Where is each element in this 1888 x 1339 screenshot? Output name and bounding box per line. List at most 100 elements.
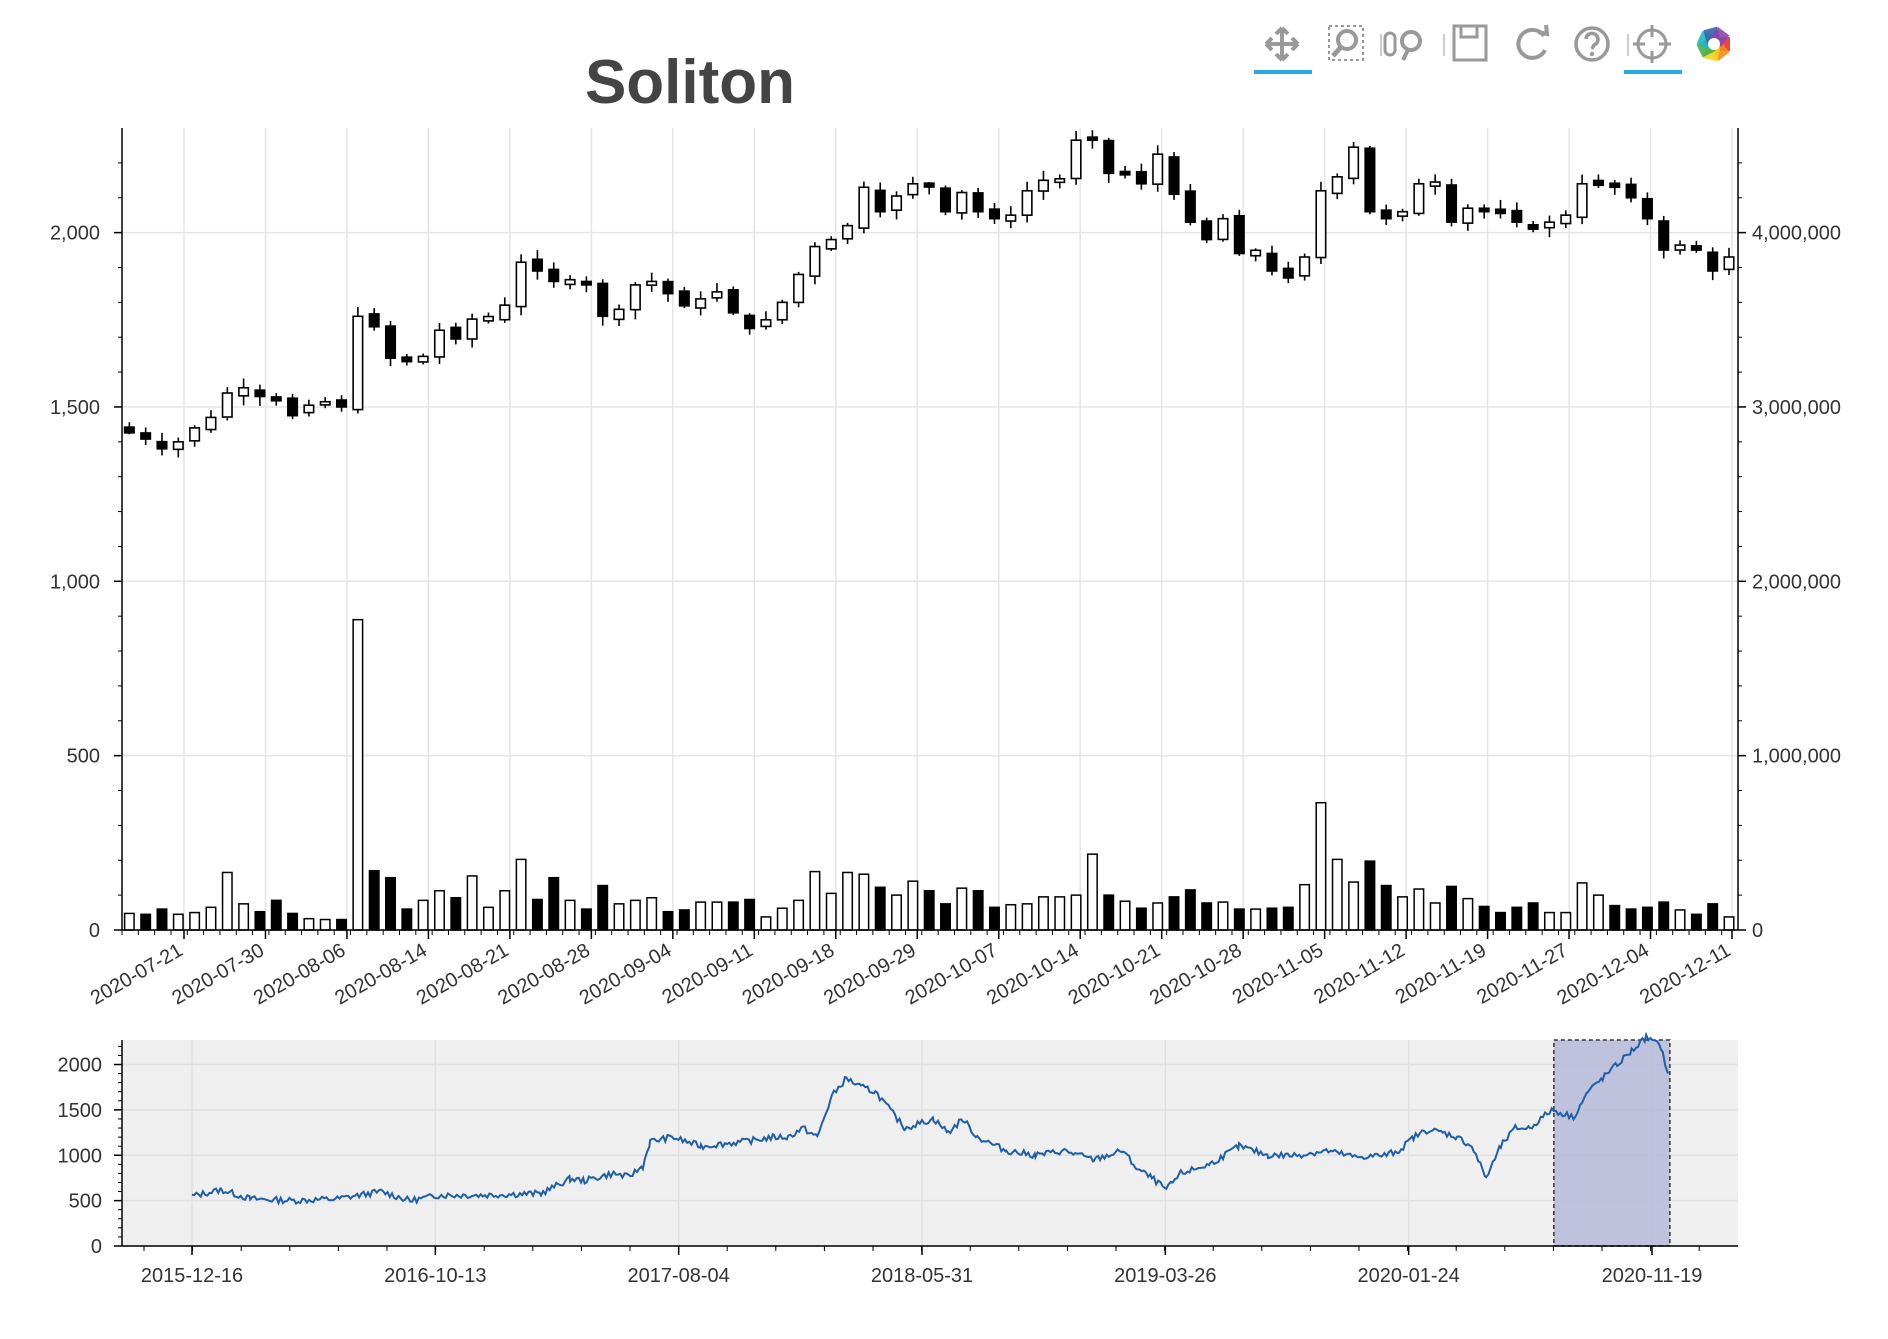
candle-body — [1445, 184, 1458, 223]
candle-body — [793, 273, 805, 304]
volume-bar — [646, 896, 658, 931]
volume-bar — [499, 890, 511, 931]
volume-bar — [1103, 894, 1115, 931]
pan-tool-icon[interactable] — [1254, 26, 1312, 74]
candle-body — [499, 304, 511, 321]
candle-body — [760, 318, 772, 328]
volume-bar — [825, 892, 837, 931]
volume-bar — [1511, 906, 1523, 931]
volume-bar — [874, 886, 886, 931]
candle-body — [1560, 214, 1572, 225]
help-circle — [1574, 26, 1610, 62]
range-x-tick-label: 2020-11-19 — [1602, 1265, 1703, 1287]
candle-body — [433, 329, 446, 358]
candle-body — [368, 313, 380, 328]
volume-bar — [1690, 913, 1702, 931]
x-tick-label: 2020-10-07 — [902, 939, 1002, 1009]
volume-bar — [727, 901, 739, 931]
pan-arrows — [1264, 26, 1300, 62]
volume-bar — [1233, 908, 1245, 931]
candle-body — [727, 289, 739, 314]
reset-tool-icon[interactable] — [1516, 24, 1550, 60]
volume-bar — [809, 870, 821, 931]
volume-bar — [776, 907, 788, 931]
candle-body — [1494, 208, 1507, 215]
volume-bar — [678, 909, 690, 931]
volume-bar — [842, 871, 854, 931]
volume-bar — [1446, 885, 1458, 931]
wheel-zoom-tool-icon[interactable] — [1383, 30, 1422, 61]
y-tick-label: 2,000 — [50, 223, 100, 245]
question-dot — [1589, 51, 1595, 57]
candle-body — [580, 280, 592, 286]
y-tick-label: 0 — [89, 920, 100, 942]
volume-bar — [1641, 906, 1653, 931]
x-tick-label: 2020-12-04 — [1553, 939, 1653, 1009]
volume-bar — [548, 876, 560, 931]
volume-bar — [1609, 904, 1621, 931]
candle-body — [319, 400, 331, 406]
candle-body — [874, 189, 886, 213]
volume-bar — [1364, 860, 1376, 931]
candle-body — [825, 238, 837, 250]
candle-body — [1119, 170, 1131, 176]
candle-body — [1233, 214, 1245, 255]
chart-title: Soliton — [585, 48, 795, 117]
candle-body — [858, 186, 870, 229]
volume-bar — [744, 898, 756, 931]
volume-bar — [1543, 911, 1555, 931]
disk-label — [1459, 24, 1479, 39]
x-tick-label: 2020-08-14 — [331, 939, 431, 1009]
volume-bar — [1119, 900, 1131, 931]
candle-body — [1282, 267, 1294, 279]
y2-tick-label: 0 — [1752, 920, 1763, 942]
volume-bar — [466, 875, 478, 931]
volume-bar — [336, 918, 348, 931]
volume-bar — [793, 899, 805, 931]
candle-body — [515, 261, 527, 308]
x-tick-label: 2020-11-27 — [1473, 939, 1571, 1008]
y2-tick-label: 4,000,000 — [1752, 223, 1841, 245]
candle-body — [1723, 256, 1735, 271]
x-tick-label: 2020-09-04 — [576, 939, 676, 1009]
lens — [1336, 29, 1358, 51]
volume-bar — [662, 910, 674, 931]
candle-body — [1315, 189, 1327, 259]
range-y-tick-label: 1000 — [58, 1145, 103, 1167]
volume-bar — [1495, 911, 1506, 931]
volume-bar — [1348, 881, 1360, 931]
range-x-tick-label: 2017-08-04 — [628, 1265, 730, 1287]
reset-arc — [1516, 27, 1547, 60]
candle-body — [1201, 220, 1213, 241]
candle-body — [1397, 210, 1409, 217]
volume-bar — [1054, 896, 1066, 931]
candle-body — [695, 298, 707, 309]
volume-bar — [238, 903, 250, 931]
volume-bar — [1070, 894, 1082, 931]
range-selection-box[interactable] — [1553, 1039, 1671, 1247]
candle-body — [809, 245, 821, 277]
crosshair-tool-icon[interactable] — [1624, 25, 1682, 74]
help-tool-icon[interactable] — [1574, 26, 1610, 62]
volume-bar — [629, 899, 641, 931]
candle-body — [1168, 156, 1180, 196]
candle-body — [221, 392, 233, 418]
box-zoom-tool-icon[interactable] — [1328, 25, 1364, 61]
candle-body — [1511, 209, 1523, 223]
volume-bar — [123, 912, 135, 931]
y-tick-label: 1,500 — [50, 397, 100, 419]
volume-bar — [205, 906, 217, 931]
candle-body — [238, 386, 250, 397]
candle-body — [1413, 182, 1425, 215]
x-tick-label: 2020-07-30 — [168, 939, 268, 1009]
bokeh-logo-icon[interactable] — [1696, 26, 1730, 62]
x-tick-label: 2020-09-29 — [820, 939, 920, 1009]
save-tool-icon[interactable] — [1452, 24, 1488, 62]
volume-bar — [1184, 889, 1196, 931]
candle-body — [123, 426, 135, 434]
candle-body — [417, 355, 429, 363]
candle-body — [1266, 252, 1278, 272]
y2-tick-label: 1,000,000 — [1752, 746, 1841, 768]
candle-body — [1086, 136, 1098, 142]
volume-bar — [140, 913, 152, 931]
